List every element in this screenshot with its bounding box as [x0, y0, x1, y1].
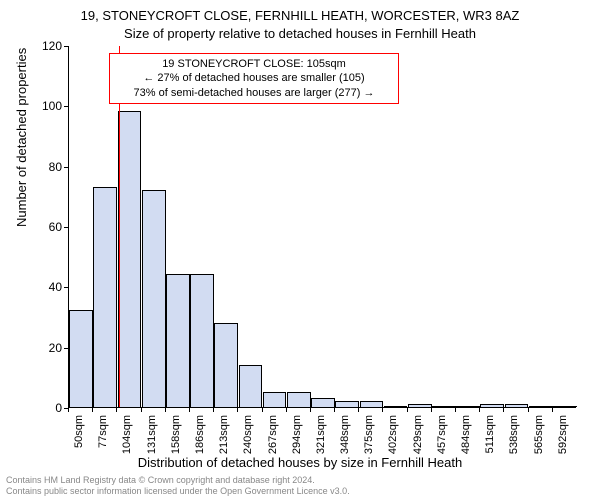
x-tick-mark	[552, 408, 553, 412]
x-tick-mark	[116, 408, 117, 412]
x-tick-mark	[528, 408, 529, 412]
x-tick-label: 131sqm	[146, 415, 158, 455]
y-tick-mark	[64, 46, 68, 47]
x-tick-label: 267sqm	[267, 415, 279, 455]
chart-container: 19, STONEYCROFT CLOSE, FERNHILL HEATH, W…	[0, 0, 600, 500]
x-tick-mark	[213, 408, 214, 412]
x-tick-label: 402sqm	[387, 415, 399, 455]
histogram-bar	[118, 111, 142, 407]
histogram-bar	[263, 392, 287, 407]
x-tick-label: 348sqm	[339, 415, 351, 455]
histogram-bar	[505, 404, 529, 407]
x-tick-mark	[141, 408, 142, 412]
histogram-bar	[335, 401, 359, 407]
histogram-bar	[190, 274, 214, 407]
x-tick-mark	[431, 408, 432, 412]
y-tick-label: 80	[0, 161, 62, 173]
x-tick-mark	[92, 408, 93, 412]
footer-line: Contains public sector information licen…	[6, 486, 350, 497]
histogram-bar	[166, 274, 190, 407]
x-tick-mark	[503, 408, 504, 412]
chart-title-line2: Size of property relative to detached ho…	[0, 26, 600, 41]
x-tick-label: 511sqm	[484, 415, 496, 455]
histogram-bar	[553, 406, 577, 407]
annotation-line: 73% of semi-detached houses are larger (…	[116, 86, 392, 100]
x-tick-label: 240sqm	[242, 415, 254, 455]
histogram-bar	[408, 404, 432, 407]
histogram-bar	[480, 404, 504, 407]
histogram-bar	[360, 401, 384, 407]
y-axis-label: Number of detached properties	[14, 48, 29, 227]
x-tick-label: 77sqm	[97, 415, 109, 455]
x-tick-label: 294sqm	[291, 415, 303, 455]
x-tick-label: 538sqm	[508, 415, 520, 455]
x-tick-label: 429sqm	[412, 415, 424, 455]
y-tick-mark	[64, 287, 68, 288]
x-tick-mark	[310, 408, 311, 412]
x-tick-label: 484sqm	[460, 415, 472, 455]
histogram-bar	[69, 310, 93, 407]
histogram-bar	[93, 187, 117, 407]
plot-area: 19 STONEYCROFT CLOSE: 105sqm ← 27% of de…	[68, 46, 576, 408]
x-axis-label: Distribution of detached houses by size …	[0, 455, 600, 470]
histogram-bar	[384, 406, 408, 407]
x-tick-mark	[382, 408, 383, 412]
x-tick-mark	[358, 408, 359, 412]
x-tick-mark	[286, 408, 287, 412]
x-tick-label: 565sqm	[533, 415, 545, 455]
x-tick-mark	[68, 408, 69, 412]
x-tick-label: 375sqm	[363, 415, 375, 455]
x-tick-label: 186sqm	[194, 415, 206, 455]
y-tick-label: 120	[0, 40, 62, 52]
x-tick-mark	[165, 408, 166, 412]
y-tick-label: 60	[0, 221, 62, 233]
y-tick-mark	[64, 106, 68, 107]
histogram-bar	[214, 323, 238, 407]
x-tick-mark	[334, 408, 335, 412]
x-tick-label: 104sqm	[121, 415, 133, 455]
x-tick-label: 213sqm	[218, 415, 230, 455]
y-tick-mark	[64, 348, 68, 349]
histogram-bar	[432, 406, 456, 407]
x-tick-label: 50sqm	[73, 415, 85, 455]
histogram-bar	[287, 392, 311, 407]
x-tick-label: 457sqm	[436, 415, 448, 455]
x-tick-mark	[407, 408, 408, 412]
annotation-line: 19 STONEYCROFT CLOSE: 105sqm	[116, 57, 392, 71]
annotation-line: ← 27% of detached houses are smaller (10…	[116, 71, 392, 85]
y-tick-label: 40	[0, 281, 62, 293]
y-tick-label: 0	[0, 402, 62, 414]
histogram-bar	[311, 398, 335, 407]
histogram-bar	[456, 406, 480, 407]
chart-title-line1: 19, STONEYCROFT CLOSE, FERNHILL HEATH, W…	[0, 8, 600, 23]
x-tick-mark	[262, 408, 263, 412]
x-tick-label: 321sqm	[315, 415, 327, 455]
footer-line: Contains HM Land Registry data © Crown c…	[6, 475, 350, 486]
histogram-bar	[142, 190, 166, 407]
y-tick-mark	[64, 167, 68, 168]
x-tick-mark	[455, 408, 456, 412]
y-tick-label: 100	[0, 100, 62, 112]
x-tick-mark	[479, 408, 480, 412]
annotation-box: 19 STONEYCROFT CLOSE: 105sqm ← 27% of de…	[109, 53, 399, 104]
x-tick-mark	[237, 408, 238, 412]
x-tick-label: 158sqm	[170, 415, 182, 455]
x-tick-mark	[189, 408, 190, 412]
y-tick-label: 20	[0, 342, 62, 354]
x-tick-label: 592sqm	[557, 415, 569, 455]
y-tick-mark	[64, 227, 68, 228]
histogram-bar	[239, 365, 263, 407]
histogram-bar	[529, 406, 553, 407]
footer-attribution: Contains HM Land Registry data © Crown c…	[6, 475, 350, 498]
